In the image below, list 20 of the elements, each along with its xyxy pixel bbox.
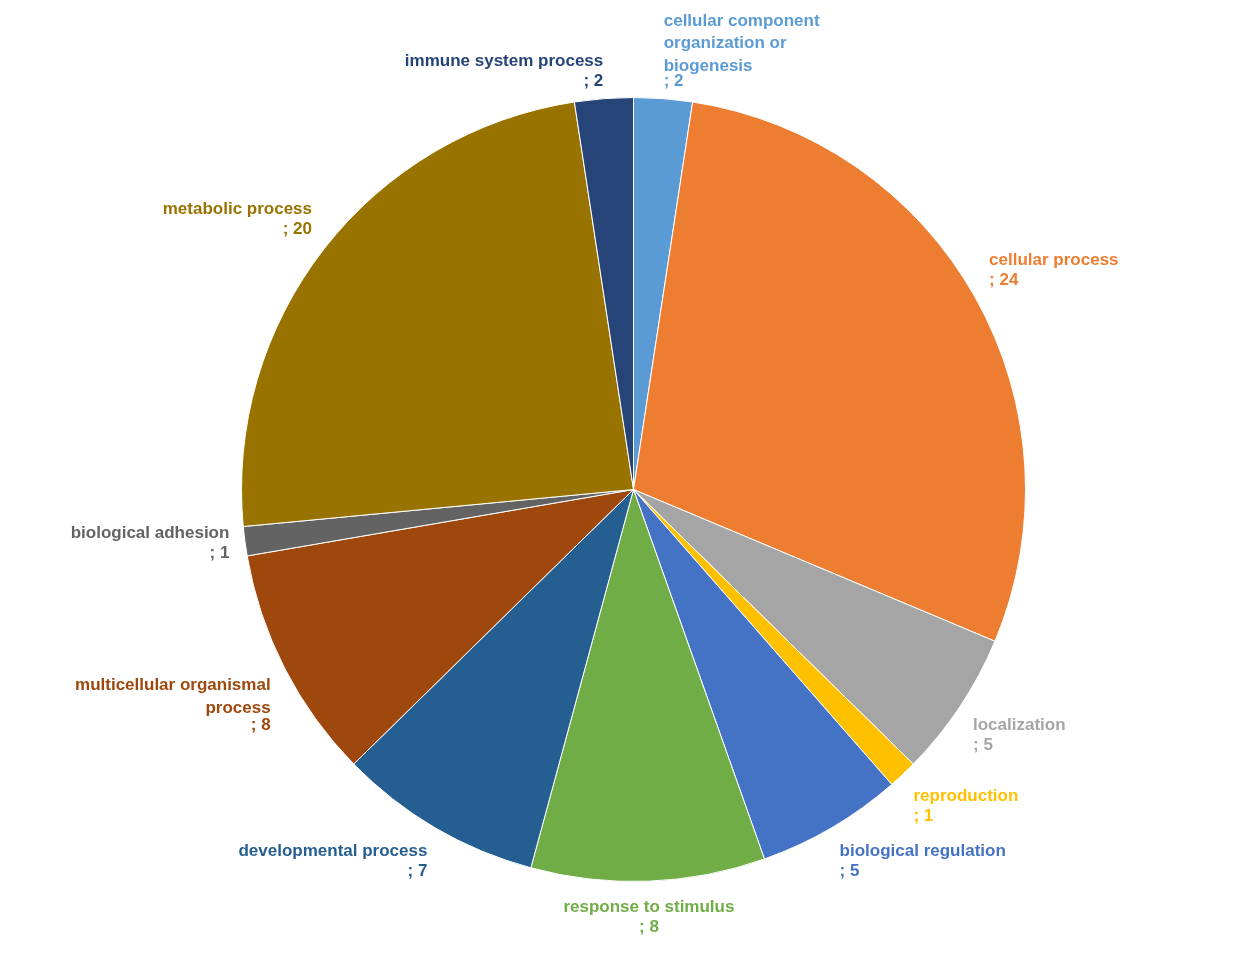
- data-label: ; 24: [989, 270, 1019, 290]
- data-label: ; 1: [209, 543, 230, 563]
- slice-label: response to stimulus: [563, 896, 735, 916]
- data-label: ; 20: [282, 218, 313, 238]
- slice-label: biological regulation: [839, 841, 1006, 861]
- data-label: ; 5: [973, 735, 993, 755]
- slice-label: localization: [973, 715, 1066, 735]
- slice-label: biological adhesion: [70, 523, 230, 543]
- data-label: ; 2: [583, 70, 604, 90]
- slice-label: immune system process: [404, 50, 604, 70]
- data-label: ; 1: [913, 805, 934, 825]
- slice-label: developmental process: [238, 841, 428, 861]
- slice-label: reproduction: [913, 785, 1019, 805]
- slice-label: multicellular organismal process: [75, 675, 271, 717]
- data-label: ; 5: [839, 861, 860, 881]
- data-label: ; 8: [250, 715, 271, 735]
- slice-label: cellular process: [989, 250, 1119, 270]
- data-label: ; 8: [639, 916, 659, 936]
- data-label: ; 7: [407, 861, 428, 881]
- slice-label: metabolic process: [162, 198, 313, 218]
